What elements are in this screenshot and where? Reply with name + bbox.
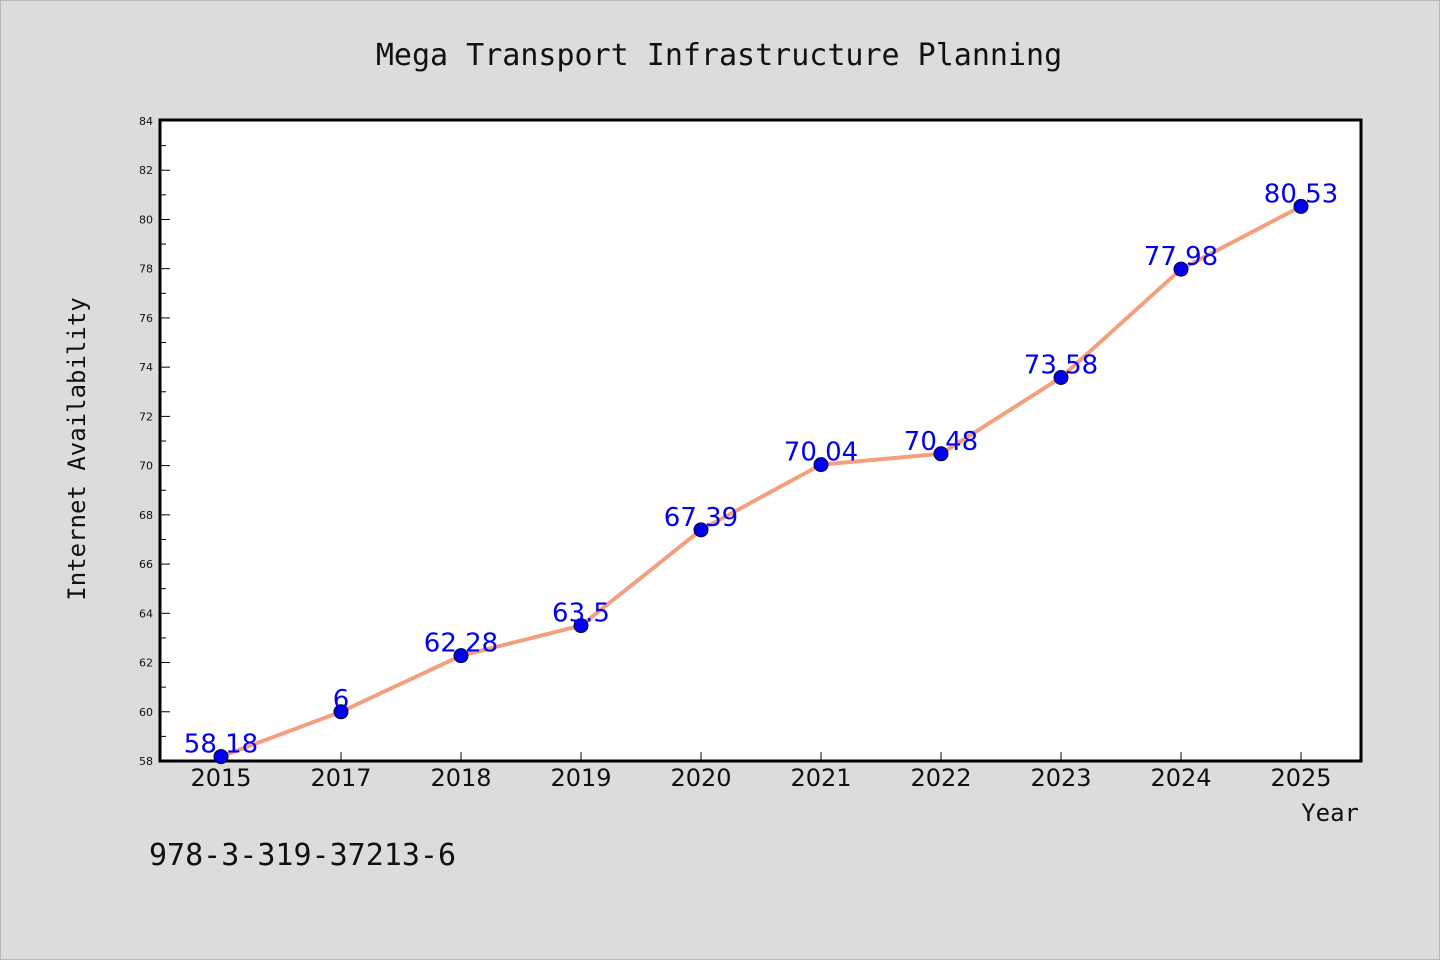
y-tick-label: 82 <box>139 164 153 177</box>
data-label: 63.5 <box>552 599 610 629</box>
y-tick-label: 60 <box>139 706 153 719</box>
data-point <box>1173 261 1189 277</box>
x-tick-label: 2021 <box>790 764 851 792</box>
chart-title: Mega Transport Infrastructure Planning <box>376 38 1062 73</box>
y-tick-label: 72 <box>139 410 153 423</box>
series-line <box>219 204 1303 759</box>
data-point <box>573 618 589 634</box>
x-tick-label: 2022 <box>910 764 971 792</box>
data-label: 80.53 <box>1264 179 1338 209</box>
x-tick-label: 2015 <box>190 764 251 792</box>
data-point <box>453 648 469 664</box>
x-tick-label: 2020 <box>670 764 731 792</box>
y-tick-label: 70 <box>139 460 153 473</box>
y-tick-label: 68 <box>139 509 153 522</box>
data-point <box>213 749 229 765</box>
x-tick-label: 2017 <box>310 764 371 792</box>
y-tick-label: 78 <box>139 263 153 276</box>
data-label: 6 <box>333 685 350 715</box>
data-label: 73.58 <box>1024 350 1098 380</box>
series-group: 58.18 6 62.28 63.5 67.39 70.04 70.48 73.58 77.98… <box>184 179 1338 765</box>
y-axis: 58 60 62 64 66 68 70 72 74 76 78 80 82 84 <box>139 115 170 768</box>
data-point <box>933 446 949 462</box>
y-tick-label: 84 <box>139 115 153 128</box>
y-axis-title: Internet Availability <box>63 297 91 600</box>
data-label: 58.18 <box>184 730 258 760</box>
data-label: 67.39 <box>664 503 738 533</box>
data-point <box>813 457 829 473</box>
y-tick-label: 66 <box>139 558 153 571</box>
x-tick-label: 2018 <box>430 764 491 792</box>
y-tick-label: 62 <box>139 657 153 670</box>
data-point <box>1053 369 1069 385</box>
data-point <box>1293 198 1309 214</box>
data-point <box>333 704 349 720</box>
y-tick-label: 74 <box>139 361 153 374</box>
y-tick-label: 58 <box>139 755 153 768</box>
footer-code: 978-3-319-37213-6 <box>149 838 456 873</box>
plot-area <box>158 118 1363 763</box>
data-label: 62.28 <box>424 629 498 659</box>
y-tick-label: 76 <box>139 312 153 325</box>
x-tick-label: 2024 <box>1150 764 1211 792</box>
x-tick-label: 2023 <box>1030 764 1091 792</box>
data-point <box>693 522 709 538</box>
data-label: 77.98 <box>1144 242 1218 272</box>
y-tick-label: 80 <box>139 213 153 226</box>
data-label: 70.04 <box>784 438 858 468</box>
x-axis: 2015 2017 2018 2019 2020 2021 2022 2023 2024 2025 <box>190 752 1332 792</box>
data-label: 70.48 <box>904 427 978 457</box>
x-axis-title: Year <box>1301 799 1359 827</box>
y-tick-label: 64 <box>139 607 153 620</box>
x-tick-label: 2019 <box>550 764 611 792</box>
x-tick-label: 2025 <box>1270 764 1331 792</box>
